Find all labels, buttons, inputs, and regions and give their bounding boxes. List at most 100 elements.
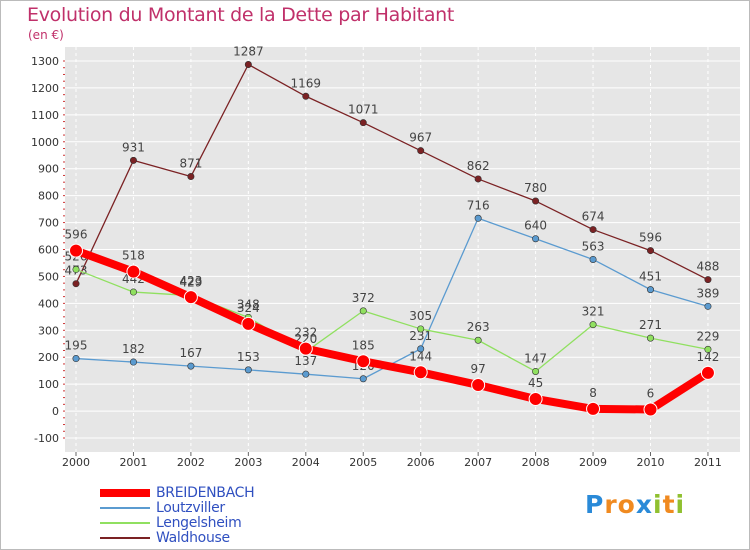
data-point (359, 119, 367, 127)
x-tick-label: 2001 (119, 456, 147, 469)
x-tick-label: 2003 (234, 456, 262, 469)
data-label: 6 (647, 386, 655, 400)
data-label: 1169 (291, 76, 322, 90)
data-label: 674 (582, 210, 605, 224)
data-label: 195 (65, 339, 88, 353)
data-label: 229 (696, 329, 719, 343)
y-tick-label: 900 (38, 163, 59, 176)
data-label: 596 (65, 228, 88, 242)
logo-letter: r (604, 490, 618, 519)
data-point (244, 366, 252, 374)
data-point (589, 255, 597, 263)
x-tick-label: 2004 (292, 456, 320, 469)
data-label: 451 (639, 270, 662, 284)
logo-letter: i (675, 490, 686, 519)
legend-swatch (100, 489, 150, 497)
data-point (643, 402, 658, 417)
x-tick-label: 2005 (349, 456, 377, 469)
x-tick-label: 2006 (407, 456, 435, 469)
series-line (75, 63, 709, 285)
x-tick-label: 2007 (464, 456, 492, 469)
data-label: 931 (122, 140, 145, 154)
data-point (474, 336, 482, 344)
data-point (589, 321, 597, 329)
y-tick-label: 0 (52, 405, 59, 418)
data-point (586, 401, 601, 416)
data-label: 142 (696, 350, 719, 364)
y-tick-label: 1100 (31, 109, 59, 122)
data-point (646, 286, 654, 294)
data-point (413, 365, 428, 380)
data-label: 232 (294, 326, 317, 340)
data-point (187, 173, 195, 181)
legend-swatch (100, 522, 150, 524)
logo-letter: x (635, 490, 653, 519)
data-label: 324 (237, 301, 260, 315)
y-tick-label: 200 (38, 351, 59, 364)
data-point (417, 325, 425, 333)
y-tick-label: 1000 (31, 136, 59, 149)
data-label: 348 (237, 297, 260, 311)
data-label: 305 (409, 309, 432, 323)
data-label: 167 (179, 346, 202, 360)
series-line (72, 246, 712, 414)
data-label: 372 (352, 291, 375, 305)
data-label: 488 (696, 260, 719, 274)
data-point (589, 226, 597, 234)
data-label: 1287 (233, 45, 264, 59)
data-label: 1071 (348, 103, 379, 117)
legend-swatch (100, 537, 150, 539)
data-point (704, 302, 712, 310)
data-label: 185 (352, 338, 375, 352)
legend-label: BREIDENBACH (156, 485, 255, 501)
data-label: 321 (582, 305, 605, 319)
x-tick-label: 2011 (694, 456, 722, 469)
chart-title: Evolution du Montant de la Dette par Hab… (27, 4, 455, 26)
y-tick-label: 400 (38, 297, 59, 310)
legend-label: Waldhouse (156, 530, 230, 546)
data-point (183, 290, 198, 305)
y-tick-label: 700 (38, 217, 59, 230)
x-tick-label: 2009 (579, 456, 607, 469)
data-point (474, 214, 482, 222)
data-label: 518 (122, 249, 145, 263)
data-label: 271 (639, 318, 662, 332)
proxiti-logo: Proxiti (585, 490, 685, 519)
data-point (129, 358, 137, 366)
data-label: 153 (237, 350, 260, 364)
data-label: 389 (696, 286, 719, 300)
data-label: 423 (179, 274, 202, 288)
y-tick-label: 1200 (31, 82, 59, 95)
data-point (69, 243, 83, 258)
data-label: 967 (409, 131, 432, 145)
data-label: 429 (179, 276, 202, 290)
chart-subtitle: (en €) (28, 28, 64, 42)
data-label: 231 (409, 329, 432, 343)
y-tick-label: -100 (34, 432, 59, 445)
data-label: 8 (589, 386, 597, 400)
data-label: 780 (524, 181, 547, 195)
data-point (646, 334, 654, 342)
data-label: 596 (639, 231, 662, 245)
data-point (704, 345, 712, 353)
data-point (532, 367, 540, 375)
data-point (474, 175, 482, 183)
logo-letter: P (585, 490, 605, 519)
data-point (244, 61, 252, 69)
x-tick-label: 2010 (637, 456, 665, 469)
x-tick-label: 2002 (177, 456, 205, 469)
data-label: 862 (467, 159, 490, 173)
data-label: 97 (471, 362, 486, 376)
y-tick-label: 800 (38, 190, 59, 203)
data-point (528, 391, 543, 406)
data-point (532, 197, 540, 205)
legend-label: Loutzviller (156, 500, 225, 516)
data-label: 716 (467, 198, 490, 212)
y-tick-label: 500 (38, 270, 59, 283)
data-point (417, 345, 425, 353)
x-tick-label: 2000 (62, 456, 90, 469)
data-point (129, 156, 137, 164)
data-point (241, 316, 256, 331)
data-label: 182 (122, 342, 145, 356)
